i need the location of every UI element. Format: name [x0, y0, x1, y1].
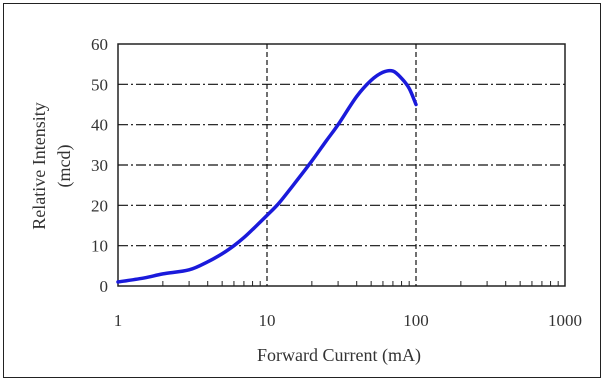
data-point	[277, 202, 280, 205]
data-point	[391, 70, 394, 73]
data-point	[161, 272, 164, 275]
data-point	[143, 276, 146, 279]
data-point	[206, 260, 209, 263]
y-axis-title-line-1: Relative Intensity	[29, 102, 49, 229]
data-point	[337, 123, 340, 126]
data-point	[188, 268, 191, 271]
data-point	[242, 236, 245, 239]
y-tick-label: 10	[91, 237, 108, 256]
x-tick-labels: 1 10 100 1000	[114, 311, 582, 330]
x-tick-label: 1000	[548, 311, 582, 330]
x-tick-label: 1	[114, 311, 123, 330]
series-line	[116, 68, 418, 284]
y-tick-label: 60	[91, 35, 108, 54]
minor-ticks	[162, 281, 559, 286]
data-point	[232, 244, 235, 247]
data-point	[415, 103, 418, 106]
data-point	[292, 184, 295, 187]
y-tick-label: 40	[91, 116, 108, 135]
x-axis-title: Forward Current (mA)	[257, 345, 421, 366]
data-point	[355, 95, 358, 98]
data-point	[381, 71, 384, 74]
y-tick-label: 20	[91, 196, 108, 215]
x-tick-label: 10	[259, 311, 276, 330]
y-tick-label: 50	[91, 75, 108, 94]
data-point	[325, 139, 328, 142]
data-point	[266, 214, 269, 217]
data-point	[370, 79, 373, 82]
data-point	[400, 77, 403, 80]
data-point	[221, 252, 224, 255]
x-tick-label: 100	[403, 311, 429, 330]
data-point	[408, 87, 411, 90]
data-point	[310, 159, 313, 162]
y-tick-label: 30	[91, 156, 108, 175]
y-tick-labels: 0 10 20 30 40 50 60	[91, 35, 108, 296]
grid	[118, 44, 565, 286]
data-point	[251, 228, 254, 231]
data-point	[117, 280, 120, 283]
y-tick-label: 0	[100, 277, 109, 296]
y-axis-title-line-2: (mcd)	[54, 145, 75, 188]
